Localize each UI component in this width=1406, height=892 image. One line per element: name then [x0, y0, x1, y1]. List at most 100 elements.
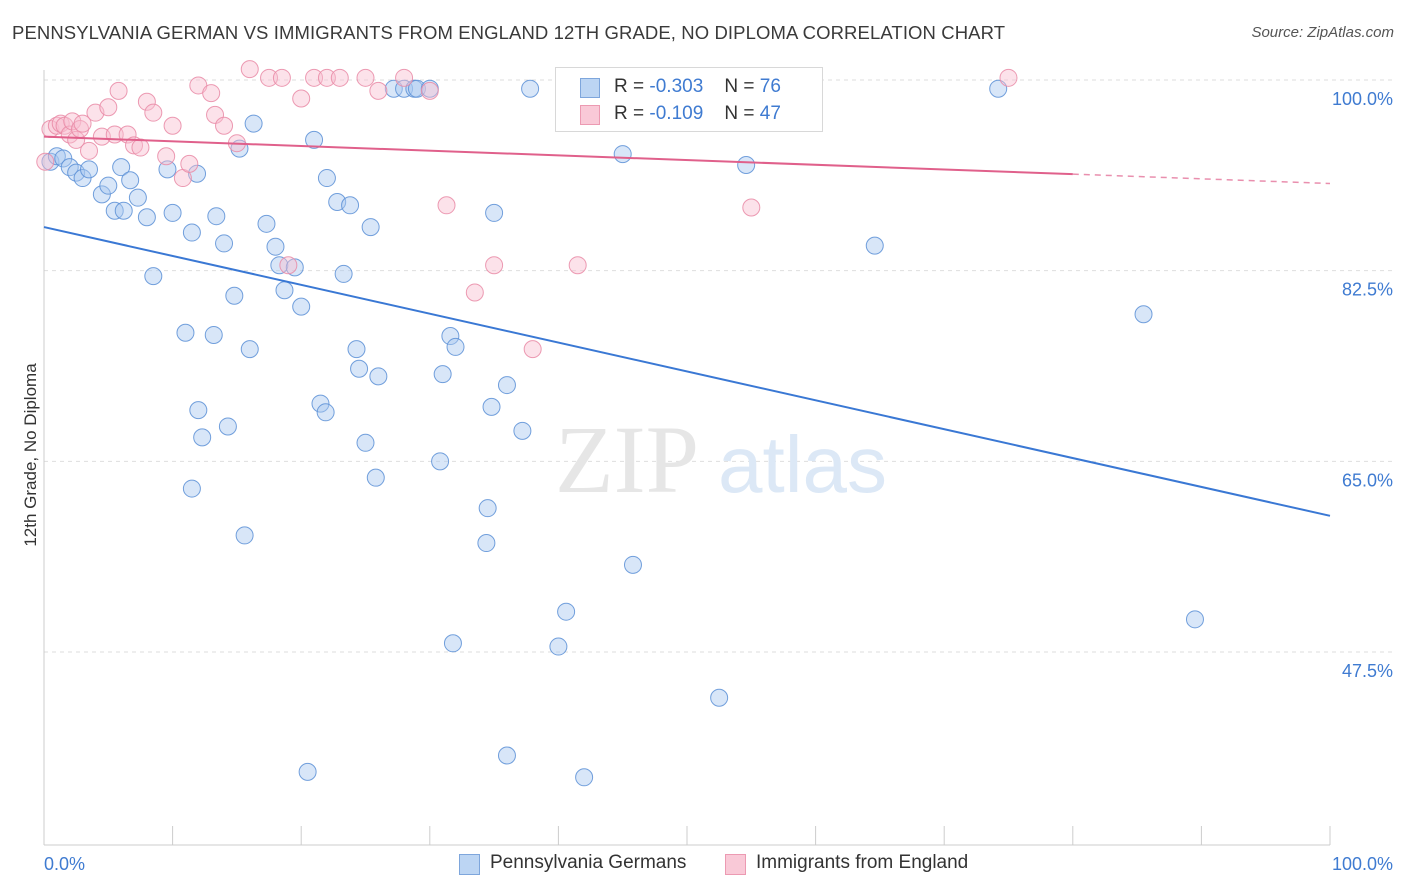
point-0-41 [305, 130, 324, 149]
point-0-50 [361, 218, 380, 237]
point-1-9 [73, 114, 92, 133]
point-0-1 [47, 147, 66, 166]
point-0-34 [257, 214, 276, 233]
point-0-60 [441, 327, 460, 346]
point-1-24 [180, 154, 199, 173]
point-0-6 [80, 160, 99, 179]
point-0-79 [1185, 610, 1204, 629]
y-tick-label-3: 47.5% [1342, 661, 1393, 681]
point-0-42 [316, 403, 335, 422]
point-1-35 [305, 68, 324, 87]
point-0-11 [114, 201, 133, 220]
point-0-35 [275, 281, 294, 300]
point-0-70 [557, 602, 576, 621]
point-0-14 [137, 208, 156, 227]
point-0-72 [613, 145, 632, 164]
point-0-15 [144, 267, 163, 286]
point-1-40 [395, 68, 414, 87]
point-0-59 [433, 365, 452, 384]
point-1-33 [279, 256, 298, 275]
point-1-7 [67, 130, 86, 149]
point-0-30 [235, 526, 254, 545]
watermark-atlas: atlas [718, 420, 887, 509]
point-0-51 [366, 468, 385, 487]
point-0-17 [163, 203, 182, 222]
point-0-18 [176, 323, 195, 342]
point-0-69 [521, 79, 540, 98]
point-0-39 [298, 762, 317, 781]
axes [43, 70, 1331, 846]
legend-n-value: 76 [759, 76, 781, 97]
point-1-30 [240, 60, 259, 79]
point-0-81 [549, 637, 568, 656]
point-0-13 [128, 188, 147, 207]
point-1-32 [272, 68, 291, 87]
point-0-20 [189, 401, 208, 420]
source-label: Source: ZipAtlas.com [1251, 24, 1394, 41]
y-axis-label: 12th Grade, No Diploma [21, 363, 40, 547]
point-1-10 [80, 141, 99, 160]
point-0-54 [395, 79, 414, 98]
point-0-26 [207, 207, 226, 226]
point-0-43 [317, 169, 336, 188]
point-1-42 [437, 196, 456, 215]
point-0-48 [350, 359, 369, 378]
bottom-legend-label-1: Pennsylvania Germans [490, 852, 687, 873]
point-1-41 [420, 81, 439, 100]
point-0-65 [482, 397, 501, 416]
point-0-10 [112, 158, 131, 177]
y-tick-label-1: 82.5% [1342, 280, 1393, 300]
point-1-37 [330, 68, 349, 87]
point-0-74 [710, 688, 729, 707]
point-1-21 [157, 147, 176, 166]
point-1-46 [568, 256, 587, 275]
legend-n-label: N = [724, 103, 755, 124]
x-tick-label-right: 100.0% [1332, 854, 1393, 874]
point-0-23 [193, 428, 212, 447]
point-1-31 [260, 68, 279, 87]
point-0-66 [485, 203, 504, 222]
point-1-22 [163, 116, 182, 135]
point-0-21 [188, 164, 207, 183]
point-0-8 [99, 176, 118, 195]
grid-lines [44, 79, 1393, 653]
point-0-29 [225, 286, 244, 305]
point-1-36 [317, 68, 336, 87]
point-1-48 [999, 68, 1018, 87]
legend-r-value: -0.109 [649, 103, 704, 124]
data-points [36, 60, 1204, 787]
point-1-39 [369, 81, 388, 100]
point-0-63 [478, 499, 497, 518]
x-tick-label-left: 0.0% [44, 854, 85, 874]
point-1-17 [125, 136, 144, 155]
y-tick-labels: 100.0% 82.5% 65.0% 47.5% [1332, 89, 1393, 681]
point-0-64 [477, 534, 496, 553]
point-1-45 [523, 340, 542, 359]
point-0-71 [575, 768, 594, 787]
point-1-34 [292, 89, 311, 108]
point-1-28 [215, 116, 234, 135]
point-0-19 [182, 223, 201, 242]
watermark: ZIP atlas [555, 406, 887, 513]
point-1-43 [465, 283, 484, 302]
point-0-45 [341, 196, 360, 215]
point-0-16 [158, 160, 177, 179]
point-0-52 [369, 367, 388, 386]
legend-r-label: R = [614, 103, 645, 124]
legend-swatch-pink [580, 105, 600, 125]
point-0-75 [737, 155, 756, 174]
point-0-38 [292, 297, 311, 316]
point-0-46 [334, 264, 353, 283]
point-0-61 [443, 634, 462, 653]
legend-text-1: R = -0.303 N = 76 [614, 76, 781, 98]
point-0-73 [623, 555, 642, 574]
trend-line-dashed-1 [1072, 173, 1331, 185]
point-0-76 [865, 236, 884, 255]
point-0-67 [497, 376, 516, 395]
point-0-27 [204, 325, 223, 344]
chart-title: PENNSYLVANIA GERMAN VS IMMIGRANTS FROM E… [12, 22, 1006, 43]
point-0-28 [215, 234, 234, 253]
point-1-20 [144, 103, 163, 122]
trend-lines [43, 135, 1331, 517]
point-0-68 [513, 421, 532, 440]
